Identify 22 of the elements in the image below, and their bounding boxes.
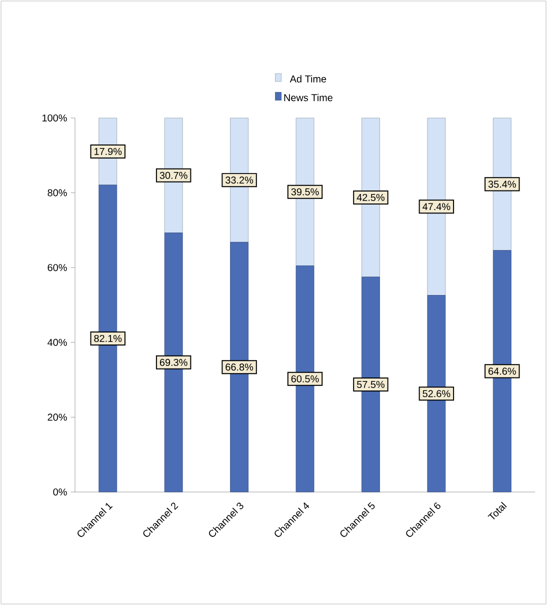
y-tick-label: 40% — [48, 338, 67, 346]
data-label: 47.4% — [422, 203, 450, 210]
data-label: 66.8% — [226, 364, 254, 371]
data-label: 82.1% — [94, 334, 122, 342]
data-label: 17.9% — [94, 148, 122, 155]
data-label: 39.5% — [291, 188, 319, 196]
data-label: 35.4% — [488, 180, 516, 188]
data-label: 30.7% — [160, 172, 188, 179]
data-label: 64.6% — [488, 368, 516, 375]
y-tick-label: 60% — [48, 264, 67, 272]
y-tick-label: 100% — [42, 114, 67, 122]
y-tick-label: 0% — [53, 488, 67, 496]
data-label: 33.2% — [226, 176, 254, 184]
legend-label: News Time — [284, 94, 332, 102]
data-label: 42.5% — [356, 194, 384, 201]
data-label: 57.5% — [357, 380, 384, 388]
y-tick-label: 80% — [48, 189, 67, 196]
data-label: 52.6% — [422, 390, 450, 398]
data-label: 69.3% — [160, 358, 188, 366]
data-label: 60.5% — [291, 375, 319, 382]
y-tick-label: 20% — [48, 414, 67, 421]
legend-label: Ad Time — [290, 75, 326, 82]
